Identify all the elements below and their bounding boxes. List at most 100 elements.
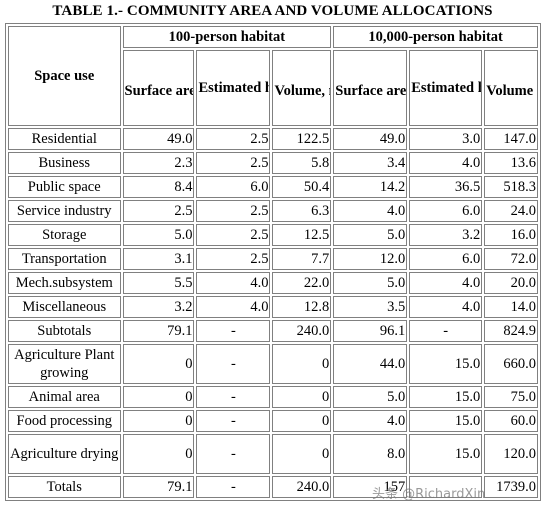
a-volume-cell: 7.7 bbox=[272, 248, 332, 270]
table-row: Subtotals 79.1-240.0 96.1-824.9 bbox=[8, 320, 538, 342]
use-cell: Residential bbox=[8, 128, 121, 150]
b-volume-cell: 13.6 bbox=[484, 152, 538, 174]
table-row: Agriculture Plant growing 0-0 44.0 15.0 660.… bbox=[8, 344, 538, 384]
use-cell: Subtotals bbox=[8, 320, 121, 342]
a-surface-area-cell: 49.0 bbox=[122, 128, 195, 150]
a-volume-cell: 0 bbox=[272, 386, 332, 408]
a-surface-area-cell: 2.3 bbox=[122, 152, 195, 174]
b-surface-area-cell: 157 bbox=[333, 476, 408, 498]
b-surface-area-cell: 5.0 bbox=[333, 386, 408, 408]
a-volume-cell: 50.4 bbox=[272, 176, 332, 198]
a-volume-cell: 0 bbox=[272, 410, 332, 432]
table-title: TABLE 1.- COMMUNITY AREA AND VOLUME ALLO… bbox=[52, 3, 493, 19]
a-volume-cell: 0 bbox=[272, 344, 332, 384]
b-volume-cell: 147.0 bbox=[484, 128, 538, 150]
a-surface-area-cell: 3.1 bbox=[122, 248, 195, 270]
b-volume-cell: 75.0 bbox=[484, 386, 538, 408]
a-volume-cell: 12.8 bbox=[272, 296, 332, 318]
table-row: Residential 49.0 2.5 122.5 49.0 3.0 147.0 bbox=[8, 128, 538, 150]
header-b-surface-area: Surface area required, m2/person bbox=[333, 50, 408, 126]
use-cell: Service industry bbox=[8, 200, 121, 222]
a-surface-area-cell: 0 bbox=[122, 344, 195, 384]
table-row: Public space 8.4 6.0 50.4 14.2 36.5 518.3 bbox=[8, 176, 538, 198]
a-height-cell: 2.5 bbox=[196, 200, 271, 222]
a-volume-cell: 5.8 bbox=[272, 152, 332, 174]
header-a-surface-area: Surface area required, m2/person bbox=[122, 50, 195, 126]
table-row: Animal area 0-0 5.0 15.0 75.0 bbox=[8, 386, 538, 408]
b-surface-area-cell: 44.0 bbox=[333, 344, 408, 384]
a-volume-cell: 6.3 bbox=[272, 200, 332, 222]
a-surface-area-cell: 0 bbox=[122, 410, 195, 432]
b-volume-cell: 824.9 bbox=[484, 320, 538, 342]
a-height-cell: 4.0 bbox=[196, 272, 271, 294]
a-height-cell: 4.0 bbox=[196, 296, 271, 318]
header-space-use: Space use bbox=[8, 26, 121, 126]
header-b-estimated-height: Estimated height, m bbox=[409, 50, 483, 126]
b-height-cell: 6.0 bbox=[409, 248, 483, 270]
table-row: Mech.subsystem 5.5 4.0 22.0 5.0 4.0 20.0 bbox=[8, 272, 538, 294]
b-volume-cell: 14.0 bbox=[484, 296, 538, 318]
header-100-person-habitat: 100-person habitat bbox=[122, 26, 332, 48]
b-height-cell: 4.0 bbox=[409, 296, 483, 318]
a-height-cell: 2.5 bbox=[196, 128, 271, 150]
header-a-volume: Volume, m3 bbox=[272, 50, 332, 126]
a-height-cell: - bbox=[196, 476, 271, 498]
b-height-cell: 4.0 bbox=[409, 272, 483, 294]
use-cell: Storage bbox=[8, 224, 121, 246]
b-height-cell: - bbox=[409, 320, 483, 342]
b-height-cell: 36.5 bbox=[409, 176, 483, 198]
a-height-cell: 6.0 bbox=[196, 176, 271, 198]
use-cell: Food processing bbox=[8, 410, 121, 432]
use-cell: Animal area bbox=[8, 386, 121, 408]
a-volume-cell: 122.5 bbox=[272, 128, 332, 150]
a-volume-cell: 0 bbox=[272, 434, 332, 474]
a-volume-cell: 22.0 bbox=[272, 272, 332, 294]
b-volume-cell: 660.0 bbox=[484, 344, 538, 384]
allocation-table: Space use 100-person habitat 10,000-pers… bbox=[5, 23, 541, 501]
b-surface-area-cell: 4.0 bbox=[333, 200, 408, 222]
b-volume-cell: 72.0 bbox=[484, 248, 538, 270]
use-cell: Public space bbox=[8, 176, 121, 198]
table-row: Business 2.3 2.5 5.8 3.4 4.0 13.6 bbox=[8, 152, 538, 174]
use-cell: Business bbox=[8, 152, 121, 174]
a-surface-area-cell: 3.2 bbox=[122, 296, 195, 318]
a-height-cell: - bbox=[196, 320, 271, 342]
b-volume-cell: 60.0 bbox=[484, 410, 538, 432]
a-height-cell: - bbox=[196, 434, 271, 474]
b-surface-area-cell: 12.0 bbox=[333, 248, 408, 270]
b-surface-area-cell: 3.5 bbox=[333, 296, 408, 318]
b-volume-cell: 16.0 bbox=[484, 224, 538, 246]
b-surface-area-cell: 4.0 bbox=[333, 410, 408, 432]
a-volume-cell: 240.0 bbox=[272, 320, 332, 342]
a-surface-area-cell: 5.5 bbox=[122, 272, 195, 294]
b-surface-area-cell: 5.0 bbox=[333, 272, 408, 294]
b-height-cell: 3.0 bbox=[409, 128, 483, 150]
b-volume-cell: 20.0 bbox=[484, 272, 538, 294]
b-volume-cell: 1739.0 bbox=[484, 476, 538, 498]
b-height-cell: 15.0 bbox=[409, 410, 483, 432]
header-a-estimated-height: Estimated height, m bbox=[196, 50, 271, 126]
b-surface-area-cell: 14.2 bbox=[333, 176, 408, 198]
use-cell: Mech.subsystem bbox=[8, 272, 121, 294]
b-height-cell bbox=[409, 476, 483, 498]
header-b-volume: Volume m3 bbox=[484, 50, 538, 126]
header-10000-person-habitat: 10,000-person habitat bbox=[333, 26, 538, 48]
b-volume-cell: 24.0 bbox=[484, 200, 538, 222]
a-surface-area-cell: 0 bbox=[122, 386, 195, 408]
use-cell: Transportation bbox=[8, 248, 121, 270]
table-row: Miscellaneous 3.2 4.0 12.8 3.5 4.0 14.0 bbox=[8, 296, 538, 318]
table-row: Transportation 3.1 2.5 7.7 12.0 6.0 72.0 bbox=[8, 248, 538, 270]
b-surface-area-cell: 49.0 bbox=[333, 128, 408, 150]
b-surface-area-cell: 3.4 bbox=[333, 152, 408, 174]
table-row: Totals 79.1-240.0 157 1739.0 bbox=[8, 476, 538, 498]
b-surface-area-cell: 5.0 bbox=[333, 224, 408, 246]
a-volume-cell: 240.0 bbox=[272, 476, 332, 498]
watermark-text: 头条 @RichardXin bbox=[372, 487, 486, 502]
a-height-cell: - bbox=[196, 386, 271, 408]
use-cell: Miscellaneous bbox=[8, 296, 121, 318]
a-height-cell: 2.5 bbox=[196, 152, 271, 174]
a-height-cell: - bbox=[196, 344, 271, 384]
use-cell: Agriculture drying bbox=[8, 434, 121, 474]
b-height-cell: 15.0 bbox=[409, 386, 483, 408]
table-row: Food processing 0-0 4.0 15.0 60.0 bbox=[8, 410, 538, 432]
